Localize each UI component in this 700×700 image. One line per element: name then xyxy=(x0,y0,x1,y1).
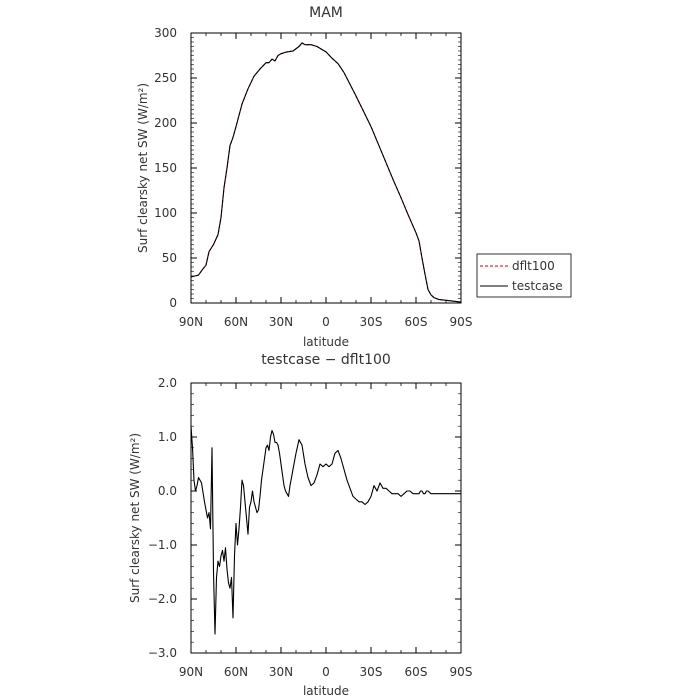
x-tick-label: 60N xyxy=(224,665,248,679)
x-tick-label: 60S xyxy=(405,315,428,329)
x-tick-label: 30N xyxy=(269,315,293,329)
bottom-series-lines xyxy=(190,426,461,635)
y-tick-label: 2.0 xyxy=(158,376,177,390)
series-line-testcase xyxy=(190,42,462,303)
x-tick-label: 90N xyxy=(179,665,203,679)
y-tick-label: 300 xyxy=(154,26,177,40)
top-y-axis-label: Surf clearsky net SW (W/m²) xyxy=(136,83,150,253)
x-tick-label: 30S xyxy=(360,665,383,679)
y-tick-label: 0.0 xyxy=(158,484,177,498)
y-tick-label: −2.0 xyxy=(148,592,177,606)
y-tick-label: 100 xyxy=(154,206,177,220)
top-axis-ticks: 90N 60N 30N 0 30S 60S 90S 0 50 100 150 200 250 300 xyxy=(154,26,472,329)
top-x-axis-label: latitude xyxy=(303,335,349,349)
top-panel: MAM latitude Surf clearsky net SW (W/m²)… xyxy=(136,5,572,349)
legend-entry-dflt100: dflt100 xyxy=(512,259,555,273)
y-tick-label: 250 xyxy=(154,71,177,85)
x-tick-label: 90S xyxy=(450,665,473,679)
y-tick-label: 50 xyxy=(162,251,177,265)
y-tick-label: 150 xyxy=(154,161,177,175)
x-tick-label: 90S xyxy=(450,315,473,329)
legend: dflt100 testcase xyxy=(476,253,572,298)
x-tick-label: 30S xyxy=(360,315,383,329)
y-tick-label: 0 xyxy=(169,296,177,310)
top-series-lines xyxy=(190,42,462,303)
bottom-panel: testcase − dflt100 latitude Surf clearsk… xyxy=(128,352,472,698)
bottom-chart-title: testcase − dflt100 xyxy=(261,352,391,368)
x-tick-label: 60S xyxy=(405,665,428,679)
top-plot-frame xyxy=(190,32,462,304)
x-tick-label: 0 xyxy=(322,315,330,329)
x-tick-label: 60N xyxy=(224,315,248,329)
x-tick-label: 30N xyxy=(269,665,293,679)
series-line-dflt100 xyxy=(190,42,462,303)
y-tick-label: 200 xyxy=(154,116,177,130)
legend-box xyxy=(476,253,572,298)
x-tick-label: 90N xyxy=(179,315,203,329)
bottom-axis-ticks: 90N 60N 30N 0 30S 60S 90S −3.0 −2.0 −1.0 0.0 1.0 2.0 xyxy=(148,376,473,679)
series-line-testcase xyxy=(190,426,461,635)
bottom-x-axis-label: latitude xyxy=(303,684,349,698)
bottom-y-axis-label: Surf clearsky net SW (W/m²) xyxy=(128,433,142,603)
y-tick-label: 1.0 xyxy=(158,430,177,444)
legend-entry-testcase: testcase xyxy=(512,279,563,293)
y-tick-label: −3.0 xyxy=(148,646,177,660)
top-chart-title: MAM xyxy=(309,5,343,21)
bottom-plot-frame xyxy=(190,382,462,654)
x-tick-label: 0 xyxy=(322,665,330,679)
y-tick-label: −1.0 xyxy=(148,538,177,552)
